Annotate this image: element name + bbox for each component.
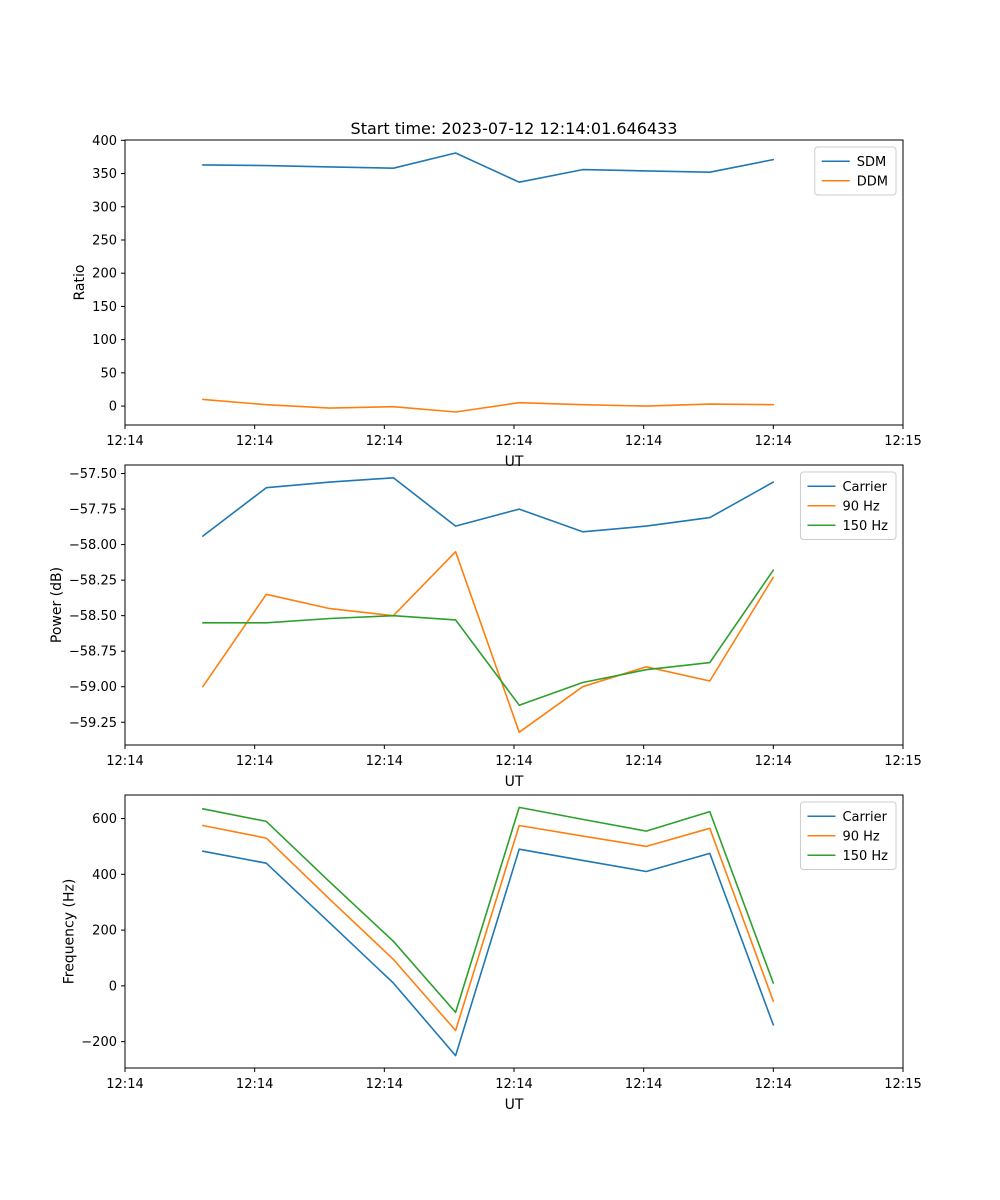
y-tick-label: 300 [92, 200, 117, 215]
legend-label-SDM: SDM [857, 155, 886, 170]
y-tick-label: −57.50 [69, 467, 117, 482]
chart-power: −57.50 −57.75 −58.00 −58.25 −58.50 −58.75 −59.… [49, 464, 922, 790]
legend: Carrier 90 Hz 150 Hz [799, 471, 897, 540]
x-tick-label: 12:14 [755, 434, 792, 449]
x-tick-label: 12:14 [366, 1077, 403, 1092]
y-tick-label: 250 [92, 233, 117, 248]
legend-label-Carrier: Carrier [842, 480, 887, 495]
x-tick-label: 12:14 [625, 1077, 662, 1092]
series-line-150 Hz [202, 569, 775, 707]
x-tick-label: 12:14 [366, 434, 403, 449]
figure-title: Start time: 2023-07-12 12:14:01.646433 [351, 119, 678, 138]
x-tick-label: 12:14 [236, 1077, 273, 1092]
y-axis-label: Ratio [72, 265, 88, 301]
y-tick-label: −59.25 [69, 716, 117, 731]
legend-box [799, 471, 897, 540]
axes-frame [124, 794, 904, 1069]
y-tick-label: −58.25 [69, 574, 117, 589]
y-tick-label: 0 [109, 400, 117, 415]
series-line-150 Hz [202, 806, 775, 1014]
series-line-SDM [202, 152, 775, 183]
x-tick-label: 12:14 [236, 754, 273, 769]
chart-ratio: 0 50 100 150 200 250 300 350 400 12:14 12:14 12:14 1… [72, 134, 922, 470]
legend-label-90 Hz: 90 Hz [842, 499, 879, 514]
legend-label-90 Hz: 90 Hz [842, 829, 879, 844]
x-tick-label: 12:14 [106, 434, 143, 449]
x-tick-label: 12:14 [106, 1077, 143, 1092]
y-tick-label: 150 [92, 300, 117, 315]
y-tick-label: 200 [92, 267, 117, 282]
y-tick-label: 50 [100, 366, 117, 381]
x-tick-label: 12:14 [755, 754, 792, 769]
x-tick-label: 12:15 [884, 754, 921, 769]
y-tick-label: −58.75 [69, 645, 117, 660]
axes-frame [124, 139, 904, 426]
legend: SDM DDM [814, 146, 897, 196]
x-tick-label: 12:14 [366, 754, 403, 769]
x-tick-label: 12:14 [236, 434, 273, 449]
x-axis-label: UT [505, 454, 524, 470]
y-axis-label: Frequency (Hz) [61, 879, 77, 985]
series-line-DDM [202, 398, 775, 413]
x-tick-label: 12:14 [755, 1077, 792, 1092]
x-tick-label: 12:14 [106, 754, 143, 769]
y-tick-label: −200 [81, 1035, 117, 1050]
y-tick-label: 350 [92, 167, 117, 182]
legend: Carrier 90 Hz 150 Hz [799, 801, 897, 870]
y-tick-label: 200 [92, 924, 117, 939]
series-line-Carrier [202, 848, 775, 1057]
x-tick-label: 12:14 [495, 754, 532, 769]
chart-frequency: −200 0 200 400 600 12:14 12:14 12:14 12:14 12:14 1… [61, 794, 922, 1113]
legend-box [814, 146, 897, 196]
legend-label-150 Hz: 150 Hz [842, 849, 888, 864]
x-tick-label: 12:14 [625, 754, 662, 769]
legend-label-Carrier: Carrier [842, 810, 887, 825]
x-tick-label: 12:14 [495, 1077, 532, 1092]
x-tick-label: 12:15 [884, 1077, 921, 1092]
series-line-90 Hz [202, 550, 775, 734]
legend-box [799, 801, 897, 870]
series-line-Carrier [202, 476, 775, 537]
x-tick-label: 12:14 [495, 434, 532, 449]
y-tick-label: 600 [92, 812, 117, 827]
legend-label-150 Hz: 150 Hz [842, 519, 888, 534]
y-tick-label: 100 [92, 333, 117, 348]
legend-label-DDM: DDM [857, 174, 888, 189]
y-tick-label: −58.00 [69, 538, 117, 553]
y-tick-label: 400 [92, 134, 117, 149]
y-tick-label: −57.75 [69, 503, 117, 518]
x-axis-label: UT [505, 1097, 524, 1113]
y-tick-label: 400 [92, 868, 117, 883]
y-tick-label: −58.50 [69, 609, 117, 624]
y-tick-label: −59.00 [69, 680, 117, 695]
x-axis-label: UT [505, 774, 524, 790]
y-axis-label: Power (dB) [49, 567, 65, 643]
x-tick-label: 12:14 [625, 434, 662, 449]
series-line-90 Hz [202, 824, 775, 1032]
y-tick-label: 0 [109, 979, 117, 994]
x-tick-label: 12:15 [884, 434, 921, 449]
